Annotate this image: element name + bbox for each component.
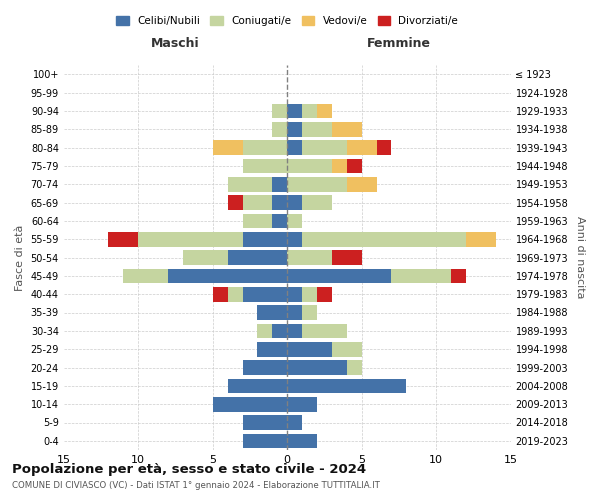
Bar — [287, 342, 332, 356]
Bar — [302, 104, 317, 118]
Bar — [302, 232, 466, 246]
Bar — [287, 287, 302, 302]
Bar — [287, 324, 302, 338]
Bar — [227, 177, 272, 192]
Bar — [377, 140, 391, 155]
Bar — [242, 232, 287, 246]
Bar — [302, 324, 347, 338]
Bar — [332, 122, 362, 136]
Text: Femmine: Femmine — [367, 38, 431, 51]
Text: COMUNE DI CIVIASCO (VC) - Dati ISTAT 1° gennaio 2024 - Elaborazione TUTTITALIA.I: COMUNE DI CIVIASCO (VC) - Dati ISTAT 1° … — [12, 481, 380, 490]
Bar — [287, 378, 406, 393]
Bar — [287, 360, 347, 375]
Bar — [272, 214, 287, 228]
Bar — [347, 360, 362, 375]
Bar — [287, 104, 302, 118]
Bar — [302, 122, 332, 136]
Bar — [109, 232, 138, 246]
Bar — [391, 268, 451, 283]
Bar — [272, 104, 287, 118]
Bar — [183, 250, 227, 265]
Bar — [287, 434, 317, 448]
Bar — [242, 434, 287, 448]
Bar — [287, 140, 302, 155]
Bar — [124, 268, 168, 283]
Bar — [332, 250, 362, 265]
Bar — [347, 158, 362, 173]
Bar — [287, 397, 317, 411]
Bar — [213, 140, 242, 155]
Bar — [242, 214, 272, 228]
Bar — [213, 397, 287, 411]
Bar — [287, 177, 347, 192]
Bar — [287, 158, 332, 173]
Bar — [138, 232, 242, 246]
Bar — [227, 287, 242, 302]
Bar — [332, 158, 347, 173]
Bar — [257, 324, 272, 338]
Y-axis label: Anni di nascita: Anni di nascita — [575, 216, 585, 298]
Bar — [287, 122, 302, 136]
Bar — [242, 360, 287, 375]
Bar — [302, 140, 347, 155]
Bar — [287, 232, 302, 246]
Bar — [272, 324, 287, 338]
Text: Popolazione per età, sesso e stato civile - 2024: Popolazione per età, sesso e stato civil… — [12, 462, 366, 475]
Bar — [272, 195, 287, 210]
Bar — [227, 250, 287, 265]
Bar — [242, 140, 287, 155]
Bar — [227, 378, 287, 393]
Bar — [451, 268, 466, 283]
Bar — [257, 305, 287, 320]
Bar — [242, 415, 287, 430]
Bar — [242, 195, 272, 210]
Bar — [257, 342, 287, 356]
Bar — [242, 287, 287, 302]
Bar — [302, 305, 317, 320]
Bar — [242, 158, 287, 173]
Bar — [302, 195, 332, 210]
Bar — [332, 342, 362, 356]
Bar — [347, 140, 377, 155]
Y-axis label: Fasce di età: Fasce di età — [15, 224, 25, 290]
Bar — [287, 214, 302, 228]
Bar — [466, 232, 496, 246]
Bar — [287, 250, 332, 265]
Text: Maschi: Maschi — [151, 38, 200, 51]
Bar — [287, 195, 302, 210]
Bar — [287, 415, 302, 430]
Bar — [168, 268, 287, 283]
Bar — [317, 287, 332, 302]
Bar — [317, 104, 332, 118]
Bar — [272, 122, 287, 136]
Bar — [287, 305, 302, 320]
Bar — [272, 177, 287, 192]
Legend: Celibi/Nubili, Coniugati/e, Vedovi/e, Divorziati/e: Celibi/Nubili, Coniugati/e, Vedovi/e, Di… — [113, 12, 461, 29]
Bar — [302, 287, 317, 302]
Bar — [227, 195, 242, 210]
Bar — [287, 268, 391, 283]
Bar — [213, 287, 227, 302]
Bar — [347, 177, 377, 192]
